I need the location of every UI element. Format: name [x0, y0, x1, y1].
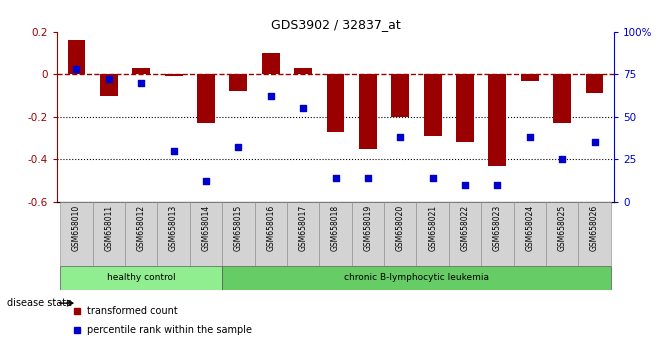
Text: GSM658024: GSM658024 — [525, 205, 534, 251]
Text: GSM658013: GSM658013 — [169, 205, 178, 251]
Bar — [352, 202, 384, 266]
Text: GSM658023: GSM658023 — [493, 205, 502, 251]
Title: GDS3902 / 32837_at: GDS3902 / 32837_at — [270, 18, 401, 31]
Bar — [60, 266, 222, 290]
Text: GSM658018: GSM658018 — [331, 205, 340, 251]
Point — [557, 156, 568, 162]
Bar — [262, 53, 280, 74]
Text: healthy control: healthy control — [107, 273, 176, 282]
Text: chronic B-lymphocytic leukemia: chronic B-lymphocytic leukemia — [344, 273, 489, 282]
Bar — [132, 68, 150, 74]
Bar — [319, 202, 352, 266]
Bar — [513, 202, 546, 266]
Text: GSM658020: GSM658020 — [396, 205, 405, 251]
Bar — [384, 202, 417, 266]
Point — [201, 178, 211, 184]
Point — [298, 105, 309, 111]
Bar — [586, 74, 603, 93]
Text: percentile rank within the sample: percentile rank within the sample — [87, 325, 252, 335]
Point — [103, 76, 114, 82]
Point — [265, 93, 276, 99]
Bar — [222, 266, 611, 290]
Text: GSM658012: GSM658012 — [137, 205, 146, 251]
Point — [492, 182, 503, 188]
Bar — [521, 74, 539, 81]
Bar — [287, 202, 319, 266]
Text: GSM658015: GSM658015 — [234, 205, 243, 251]
Bar — [100, 74, 117, 96]
Bar — [546, 202, 578, 266]
Bar — [327, 74, 344, 132]
Point — [589, 139, 600, 145]
Point — [395, 135, 406, 140]
Bar — [554, 74, 571, 123]
Text: GSM658014: GSM658014 — [201, 205, 211, 251]
Text: GSM658026: GSM658026 — [590, 205, 599, 251]
Text: transformed count: transformed count — [87, 306, 178, 316]
Bar — [93, 202, 125, 266]
Text: GSM658016: GSM658016 — [266, 205, 275, 251]
Point — [460, 182, 470, 188]
Bar — [254, 202, 287, 266]
Bar — [125, 202, 158, 266]
Text: GSM658025: GSM658025 — [558, 205, 566, 251]
Point — [168, 148, 179, 154]
Bar — [359, 74, 377, 149]
Bar — [423, 74, 442, 136]
Text: GSM658011: GSM658011 — [105, 205, 113, 251]
Bar — [417, 202, 449, 266]
Bar — [197, 74, 215, 123]
Text: GSM658021: GSM658021 — [428, 205, 437, 251]
Bar — [190, 202, 222, 266]
Bar — [391, 74, 409, 117]
Text: GSM658022: GSM658022 — [460, 205, 470, 251]
Bar — [294, 68, 312, 74]
Bar — [578, 202, 611, 266]
Point — [362, 175, 373, 181]
Point — [330, 175, 341, 181]
Bar — [449, 202, 481, 266]
Bar — [456, 74, 474, 142]
Text: disease state: disease state — [7, 298, 72, 308]
Text: GSM658010: GSM658010 — [72, 205, 81, 251]
Bar — [68, 40, 85, 74]
Bar — [488, 74, 507, 166]
Bar — [158, 202, 190, 266]
Point — [525, 135, 535, 140]
Bar — [222, 202, 254, 266]
Text: GSM658019: GSM658019 — [364, 205, 372, 251]
Bar — [164, 74, 183, 76]
Bar — [60, 202, 93, 266]
Point — [233, 144, 244, 150]
Point — [136, 80, 146, 86]
Point — [71, 67, 82, 72]
Point — [427, 175, 438, 181]
Bar — [229, 74, 248, 91]
Bar — [481, 202, 513, 266]
Text: GSM658017: GSM658017 — [299, 205, 307, 251]
